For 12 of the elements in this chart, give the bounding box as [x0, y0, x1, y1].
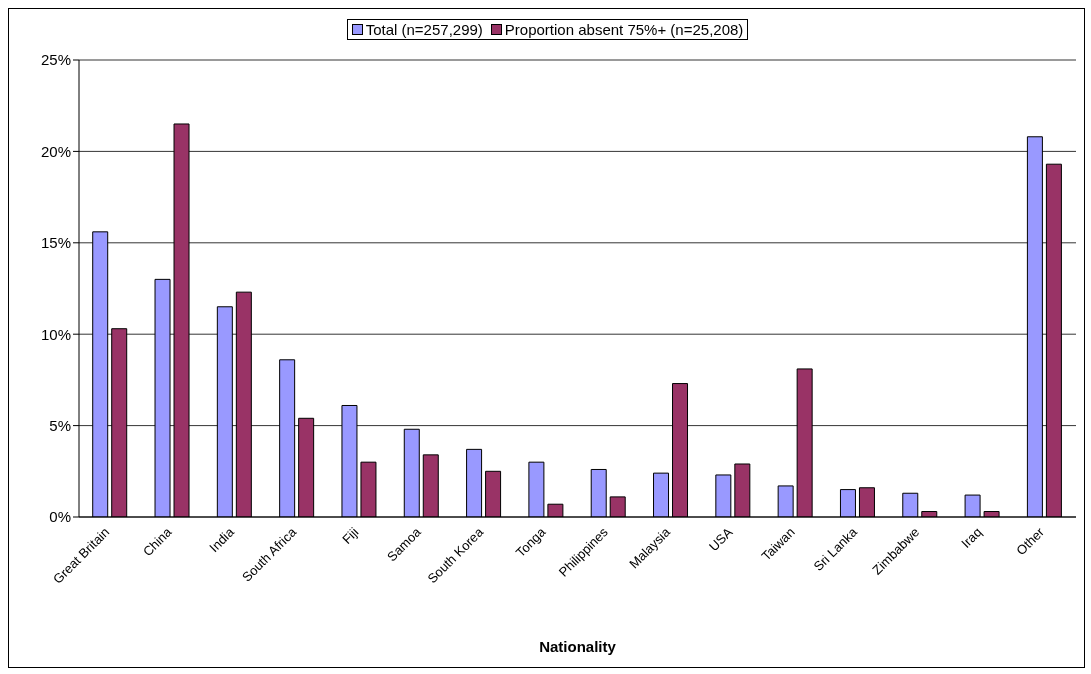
x-axis-title: Nationality — [539, 638, 617, 655]
y-tick-label: 0% — [49, 508, 71, 526]
x-tick-label: Iraq — [958, 524, 985, 551]
legend-label: Total (n=257,299) — [364, 21, 483, 38]
y-tick-label: 20% — [40, 142, 71, 160]
y-tick-label: 10% — [40, 325, 71, 343]
y-tick-label: 15% — [40, 234, 71, 252]
legend-label: Proportion absent 75%+ (n=25,208) — [503, 21, 744, 38]
y-tick-label: 5% — [49, 416, 71, 434]
x-tick-label: USA — [705, 524, 736, 555]
x-tick-label: Fiji — [339, 524, 362, 547]
y-tick-label: 25% — [40, 51, 71, 69]
